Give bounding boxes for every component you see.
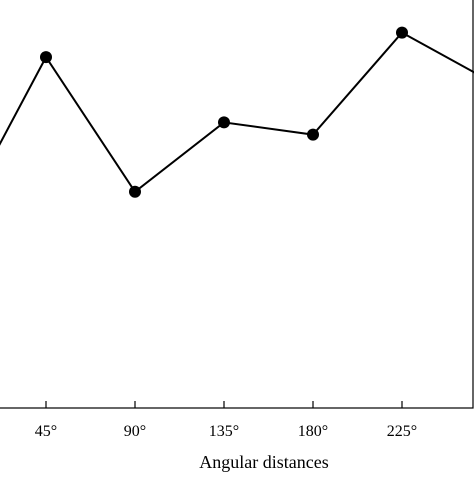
data-point (307, 128, 319, 141)
series-line (0, 31, 474, 194)
data-markers (40, 26, 408, 198)
x-ticks (45, 401, 403, 408)
data-point (40, 51, 52, 64)
x-tick-label: 180° (298, 423, 328, 440)
data-point (129, 185, 141, 198)
x-tick-labels: 0°45°90°135°180°225°270° (35, 423, 417, 440)
data-point (396, 26, 408, 39)
plot-frame (0, 0, 474, 409)
x-tick-label: 45° (35, 423, 57, 440)
x-tick-label: 90° (124, 423, 146, 440)
x-tick-label: 225° (387, 423, 417, 440)
data-point (218, 116, 230, 129)
x-axis-label: Angular distances (199, 452, 328, 472)
x-tick-label: 135° (209, 423, 239, 440)
